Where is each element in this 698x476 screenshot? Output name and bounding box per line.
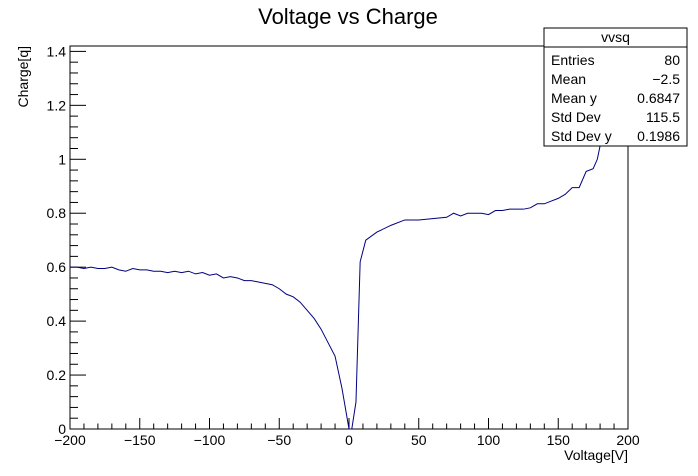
y-tick-label: 0.6 (47, 259, 67, 275)
stats-row-label: Mean y (551, 90, 597, 106)
stats-row-label: Std Dev y (551, 128, 612, 144)
x-axis-ticks (69, 418, 629, 429)
x-tick-label: −50 (267, 432, 291, 448)
stats-box-title: vvsq (601, 29, 630, 45)
x-tick-label: −100 (194, 432, 226, 448)
y-tick-label: 1.4 (47, 43, 67, 59)
x-tick-label: −150 (124, 432, 156, 448)
stats-box-rows: Entries 80 Mean −2.5 Mean y 0.6847 Std Dev 115.… (551, 52, 680, 144)
stats-row-value: 115.5 (646, 109, 680, 125)
series-line (70, 64, 626, 430)
stats-box-frame (543, 27, 688, 147)
y-axis-tick-labels: 0 0.2 0.4 0.6 0.8 1 1.2 1.4 (47, 43, 67, 437)
stats-row-label: Entries (551, 52, 595, 68)
y-tick-label: 1.2 (47, 97, 67, 113)
x-tick-label: 0 (345, 432, 353, 448)
chart-title: Voltage vs Charge (258, 4, 438, 29)
stats-row-label: Std Dev (551, 109, 601, 125)
y-axis-label: Charge[q] (15, 46, 31, 107)
y-tick-label: 0.8 (47, 205, 67, 221)
x-tick-label: −200 (54, 432, 86, 448)
stats-row-value: 80 (664, 52, 680, 68)
x-tick-label: 200 (616, 432, 640, 448)
x-tick-label: 150 (547, 432, 571, 448)
stats-row-value: 0.1986 (637, 128, 680, 144)
y-tick-label: 0 (58, 421, 66, 437)
y-axis-ticks (70, 50, 86, 430)
x-tick-label: 50 (411, 432, 427, 448)
y-tick-label: 1 (58, 151, 66, 167)
stats-row-label: Mean (551, 71, 586, 87)
stats-box: vvsq Entries 80 Mean −2.5 Mean y 0.6847 Std De… (543, 27, 688, 147)
y-tick-label: 0.2 (47, 367, 67, 383)
x-axis-label: Voltage[V] (564, 447, 628, 463)
stats-row-value: 0.6847 (637, 90, 680, 106)
y-tick-label: 0.4 (47, 313, 67, 329)
x-axis-tick-labels: −200 −150 −100 −50 0 50 100 150 200 (54, 432, 640, 448)
x-tick-label: 100 (477, 432, 501, 448)
stats-row-value: −2.5 (652, 71, 680, 87)
